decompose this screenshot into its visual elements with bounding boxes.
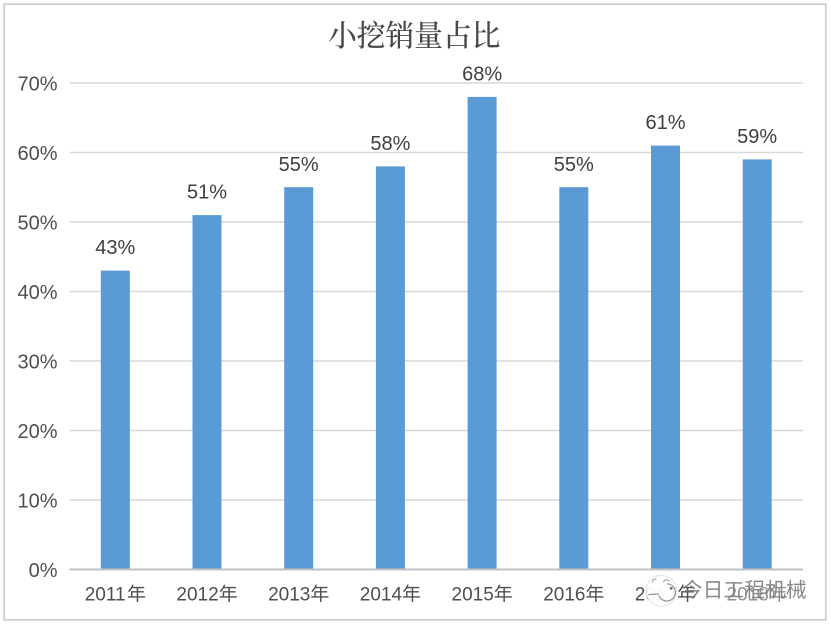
- svg-text:40%: 40%: [17, 282, 57, 304]
- svg-text:51%: 51%: [187, 182, 227, 204]
- svg-text:2014: 2014: [360, 585, 403, 606]
- svg-text:2015: 2015: [452, 585, 494, 606]
- svg-text:55%: 55%: [279, 154, 319, 176]
- svg-text:30%: 30%: [17, 351, 57, 373]
- svg-text:60%: 60%: [17, 143, 57, 165]
- svg-text:2012: 2012: [176, 585, 218, 606]
- svg-text:10%: 10%: [17, 490, 57, 512]
- svg-text:70%: 70%: [17, 73, 57, 95]
- svg-text:0%: 0%: [29, 560, 58, 582]
- svg-text:61%: 61%: [645, 112, 685, 134]
- svg-text:59%: 59%: [737, 126, 777, 148]
- svg-text:55%: 55%: [554, 154, 594, 176]
- svg-text:50%: 50%: [17, 212, 57, 234]
- svg-text:2016: 2016: [543, 585, 585, 606]
- svg-text:2013: 2013: [268, 585, 310, 606]
- svg-text:20%: 20%: [17, 421, 57, 443]
- svg-text:58%: 58%: [370, 133, 410, 155]
- svg-text:2011: 2011: [85, 585, 126, 606]
- svg-text:43%: 43%: [95, 237, 135, 259]
- svg-text:68%: 68%: [462, 63, 502, 85]
